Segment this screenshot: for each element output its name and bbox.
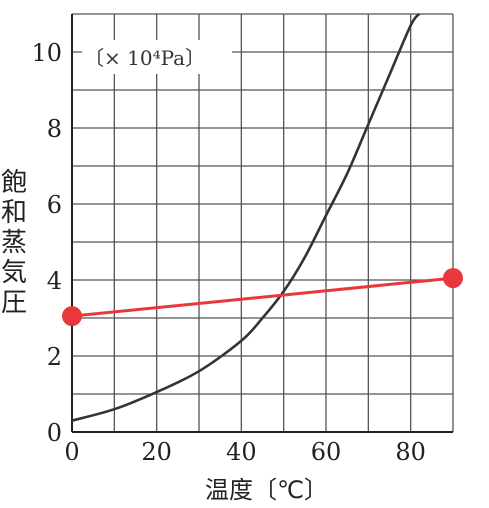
- x-axis-label: 温度〔℃〕: [205, 476, 328, 504]
- y-tick-label: 10: [31, 39, 62, 67]
- y-tick-label: 2: [47, 343, 62, 371]
- x-tick-label: 20: [141, 438, 172, 466]
- series-line-1: [71, 276, 454, 318]
- y-tick-label: 6: [47, 191, 62, 219]
- y-tick-label: 8: [47, 115, 62, 143]
- series-line-0: [71, 13, 421, 422]
- x-tick-label: 0: [64, 438, 79, 466]
- x-tick-label: 40: [226, 438, 257, 466]
- chart-grid: [72, 13, 454, 432]
- y-axis-label: 飽和蒸気圧: [0, 168, 27, 318]
- tick-labels: 0 20 40 60 80 0 2 4 6 8 10: [31, 39, 425, 466]
- chart-series: [62, 13, 463, 422]
- series-point-1: [443, 268, 463, 289]
- chart-axes: [71, 14, 453, 433]
- y-tick-label: 4: [47, 267, 62, 295]
- x-tick-label: 60: [311, 438, 342, 466]
- unit-label: 〔× 10⁴Pa〕: [84, 46, 205, 70]
- series-point-1: [62, 306, 82, 327]
- y-tick-label: 0: [47, 419, 62, 447]
- x-tick-label: 80: [395, 438, 426, 466]
- unit-label-bg: [82, 40, 232, 74]
